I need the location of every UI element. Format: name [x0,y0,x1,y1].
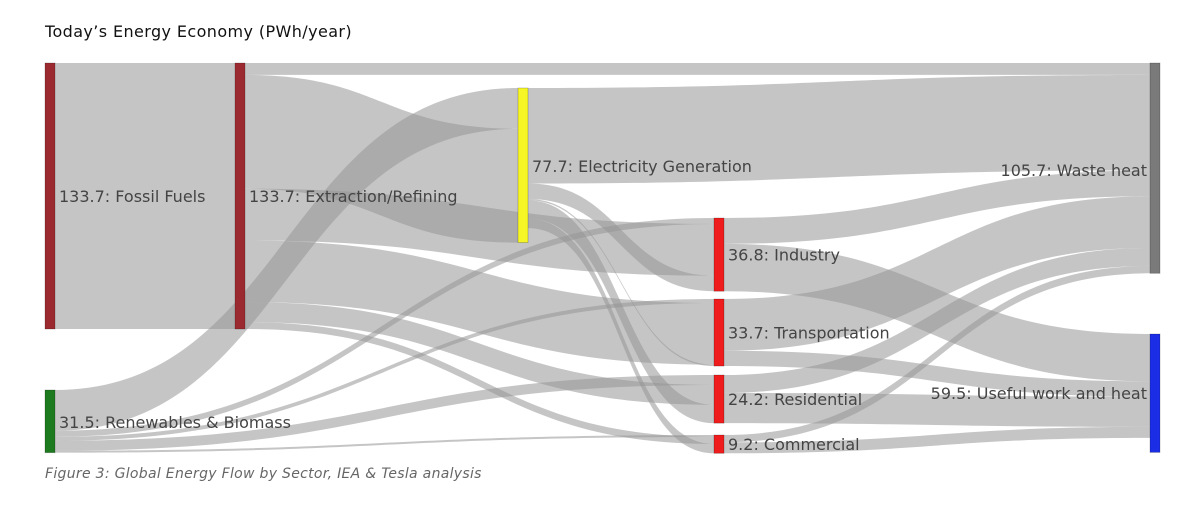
link-renew-to-commer [55,435,714,453]
node-label-elec: 77.7: Electricity Generation [532,157,752,176]
link-transport-to-waste [724,196,1150,351]
node-useful [1149,333,1161,453]
link-commer-to-waste [724,265,1150,443]
node-renew [44,389,56,454]
node-label-waste: 105.7: Waste heat [1001,161,1147,180]
node-extract [234,62,246,330]
link-extract-to-resid [245,302,714,405]
chart-title: Today’s Energy Economy (PWh/year) [45,22,353,41]
link-elec-to-commer [528,218,714,454]
node-waste [1149,62,1161,274]
node-fossil [44,62,56,330]
sankey-nodes [44,62,1161,454]
link-industry-to-waste [724,170,1150,244]
node-label-extract: 133.7: Extraction/Refining [249,187,458,206]
link-resid-to-waste [724,248,1150,393]
node-label-renew: 31.5: Renewables & Biomass [59,413,291,432]
link-extract-to-commer [245,322,714,444]
node-label-commer: 9.2: Commercial [728,435,860,454]
node-label-useful: 59.5: Useful work and heat [931,384,1147,403]
link-elec-to-resid [528,200,714,424]
link-commer-to-useful [724,426,1150,454]
link-elec-to-waste [528,74,1150,184]
node-commer [713,434,725,454]
node-label-industry: 36.8: Industry [728,246,840,265]
link-fossil-to-extract [55,63,235,329]
node-industry [713,217,725,292]
link-extract-to-waste [245,63,1150,75]
link-elec-to-transport [528,199,714,367]
sankey-links [55,63,1150,454]
link-extract-to-elec [245,74,518,243]
node-label-transport: 33.7: Transportation [728,324,890,343]
node-label-resid: 24.2: Residential [728,390,862,409]
sankey-labels: 133.7: Fossil Fuels 31.5: Renewables & Bi… [59,157,1147,454]
node-transport [713,298,725,367]
figure-caption: Figure 3: Global Energy Flow by Sector, … [45,466,482,482]
node-label-fossil: 133.7: Fossil Fuels [59,187,205,206]
link-renew-to-transport [55,299,714,441]
link-extract-to-transport [245,240,714,365]
node-resid [713,374,725,424]
link-renew-to-resid [55,375,714,451]
link-elec-to-industry [528,183,714,292]
node-elec [517,87,529,243]
